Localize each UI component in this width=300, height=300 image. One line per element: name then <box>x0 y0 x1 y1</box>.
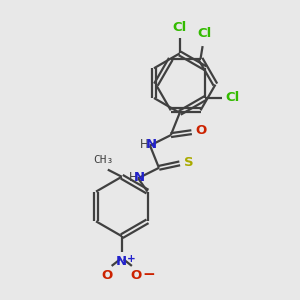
Text: CH₃: CH₃ <box>93 155 113 166</box>
Text: O: O <box>102 269 113 283</box>
Text: Cl: Cl <box>197 27 211 40</box>
Text: Cl: Cl <box>172 21 187 34</box>
Text: H: H <box>140 138 149 151</box>
Text: +: + <box>127 254 136 264</box>
Text: O: O <box>196 124 207 137</box>
Text: −: − <box>142 267 155 282</box>
Text: Cl: Cl <box>225 92 239 104</box>
Text: N: N <box>145 138 157 151</box>
Text: N: N <box>116 255 127 268</box>
Text: N: N <box>134 170 145 184</box>
Text: O: O <box>130 269 142 283</box>
Text: H: H <box>128 170 137 184</box>
Text: S: S <box>184 156 194 169</box>
